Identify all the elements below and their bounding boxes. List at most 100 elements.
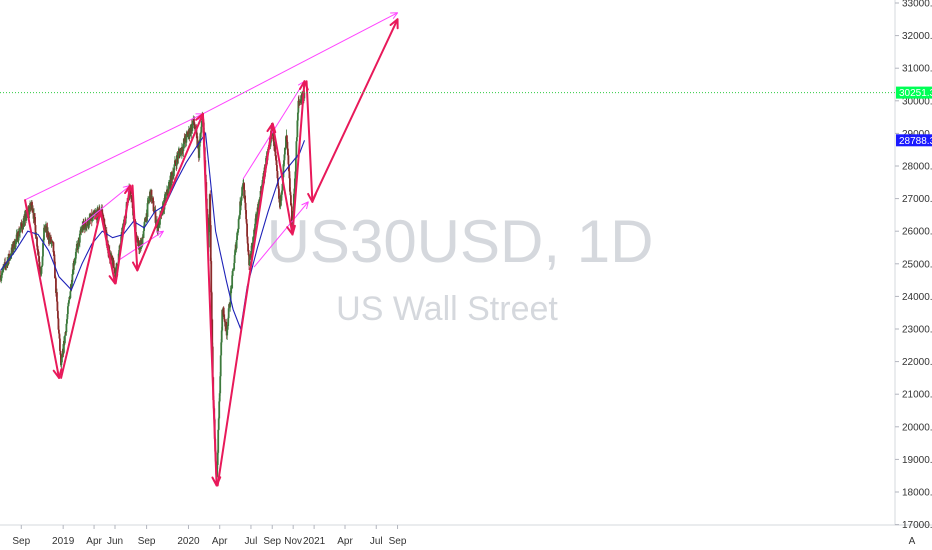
red-arrow <box>99 210 117 285</box>
x-tick-label: Apr <box>212 536 228 547</box>
chart-settings-icon[interactable]: A <box>909 536 916 547</box>
candle <box>218 398 221 421</box>
x-tick-label: Jun <box>107 536 123 547</box>
y-tick-label: 20000.0 <box>902 422 932 433</box>
candle <box>44 223 47 233</box>
candle <box>216 449 219 470</box>
y-tick-label: 21000.0 <box>902 390 932 401</box>
y-tick-label: 31000.0 <box>902 64 932 75</box>
candle <box>280 194 283 206</box>
candle <box>295 140 298 159</box>
candle <box>16 231 19 243</box>
x-tick-label: Nov <box>284 536 302 547</box>
candle <box>159 210 161 229</box>
ma-price-tag <box>896 134 932 147</box>
red-arrow <box>312 18 399 200</box>
candle <box>167 181 170 195</box>
candle <box>208 210 211 236</box>
candle <box>63 336 65 355</box>
candle <box>210 257 213 296</box>
y-tick-label: 25000.0 <box>902 259 932 270</box>
red-arrow <box>114 184 132 285</box>
candle <box>247 239 249 253</box>
candle <box>46 222 49 240</box>
candle <box>31 200 33 213</box>
candle <box>12 241 15 253</box>
candle <box>111 255 114 262</box>
candle <box>15 229 18 244</box>
y-tick-label: 33000.0 <box>902 0 932 10</box>
candle <box>14 239 17 250</box>
magenta-trendline <box>253 201 309 268</box>
candle <box>113 268 116 277</box>
candle <box>88 214 91 228</box>
red-arrow <box>201 112 218 487</box>
candle <box>59 334 61 355</box>
red-arrow <box>216 122 274 487</box>
y-tick-label: 32000.0 <box>902 31 932 42</box>
candle <box>43 224 45 244</box>
candle <box>241 186 244 201</box>
candle <box>56 301 59 312</box>
candle <box>85 224 88 232</box>
candle <box>284 147 286 159</box>
ma-price-label: 28788.3 <box>899 136 932 147</box>
red-arrow <box>60 210 102 379</box>
candle <box>180 142 183 159</box>
y-tick-label: 19000.0 <box>902 455 932 466</box>
candle <box>72 260 75 275</box>
candle <box>191 120 194 134</box>
candle <box>39 270 42 277</box>
candle <box>142 230 145 239</box>
candle <box>193 123 196 130</box>
candle <box>293 176 296 194</box>
candle <box>37 249 40 257</box>
candle <box>23 211 26 225</box>
chart-settings-button[interactable]: A <box>905 533 919 547</box>
y-tick-label: 28000.0 <box>902 162 932 173</box>
candle <box>112 257 115 268</box>
candle <box>184 134 187 142</box>
magenta-trendline <box>117 230 164 261</box>
candle <box>288 174 291 195</box>
y-tick-label: 26000.0 <box>902 227 932 238</box>
candle <box>298 98 301 106</box>
candle <box>191 123 194 128</box>
candle <box>93 209 96 218</box>
x-tick-label: Apr <box>86 536 102 547</box>
candle <box>217 429 220 455</box>
candle <box>230 285 233 295</box>
x-tick-label: Apr <box>337 536 353 547</box>
y-tick-label: 23000.0 <box>902 325 932 336</box>
candle <box>181 146 184 153</box>
candle <box>68 295 71 303</box>
candle <box>198 144 201 161</box>
candle <box>297 95 300 109</box>
name-watermark: US Wall Street <box>336 290 558 328</box>
candle <box>210 290 213 324</box>
magenta-trendline <box>202 12 398 115</box>
candle <box>246 221 248 240</box>
candle <box>249 251 252 260</box>
symbol-watermark: US30USD, 1D <box>267 208 654 275</box>
candle <box>54 258 56 279</box>
candle <box>230 287 233 294</box>
y-tick-label: 24000.0 <box>902 292 932 303</box>
red-arrow <box>291 80 306 236</box>
x-tick-label: 2021 <box>303 536 326 547</box>
candle <box>77 237 80 254</box>
candle <box>40 266 43 276</box>
time-axis[interactable]: Sep 2019 Apr Jun Sep 2020 Apr Jul Sep Nov 2021 Apr J… <box>12 525 407 547</box>
candle <box>150 189 153 204</box>
candle <box>174 160 177 166</box>
candle <box>289 187 292 197</box>
magenta-trendline <box>24 113 204 201</box>
y-tick-label: 17000.0 <box>902 520 932 531</box>
x-tick-label: 2019 <box>52 536 75 547</box>
x-tick-label: Sep <box>12 536 30 547</box>
candle <box>58 325 60 335</box>
candle <box>237 228 240 236</box>
candle <box>217 416 220 431</box>
